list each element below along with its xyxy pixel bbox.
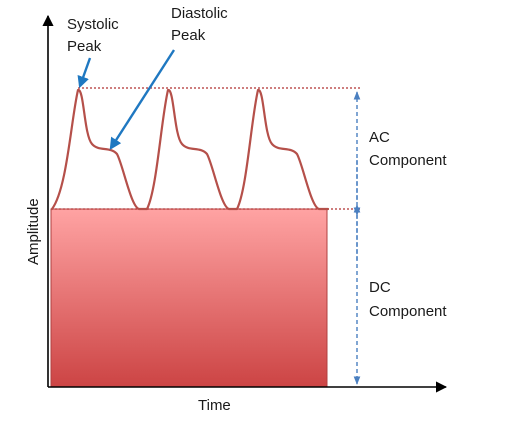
ppg-waveform [50, 88, 330, 211]
diastolic-peak-arrow [109, 49, 176, 151]
diastolic-peak-label: Diastolic [171, 5, 228, 22]
ac-component-label: AC [369, 129, 390, 146]
systolic-peak-label: Systolic [67, 16, 119, 33]
systolic-peak-arrow [77, 57, 92, 89]
diastolic-peak-label-line2: Peak [171, 27, 206, 44]
y-axis-label: Amplitude [25, 198, 42, 265]
x-axis-label: Time [198, 397, 231, 414]
dc-component-label: DC [369, 279, 391, 296]
dc-component-label-line2: Component [369, 303, 447, 320]
systolic-peak-label-line2: Peak [67, 38, 102, 55]
ac-component-label-line2: Component [369, 152, 447, 169]
dc-component-region [50, 208, 328, 388]
